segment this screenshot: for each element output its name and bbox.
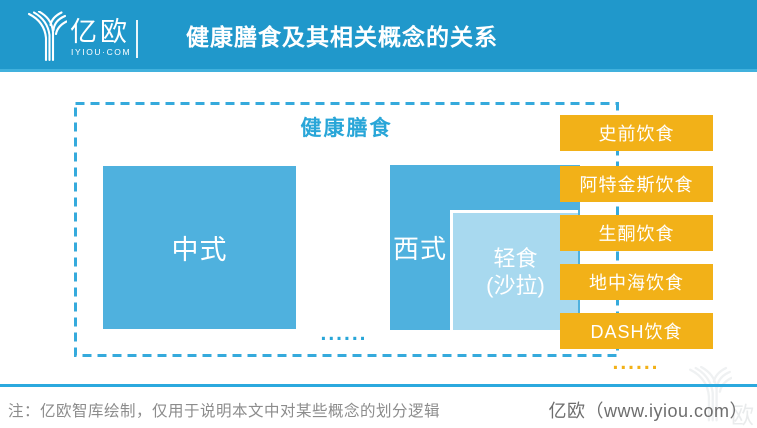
healthy-diet-label: 健康膳食 bbox=[300, 117, 393, 140]
footer-note: 注：亿欧智库绘制，仅用于说明本文中对某些概念的划分逻辑 bbox=[8, 403, 441, 420]
iyiou-logo-icon bbox=[27, 11, 67, 62]
side-diet-item-keto: 生酮饮食 bbox=[560, 215, 713, 251]
side-diet-item-atkins: 阿特金斯饮食 bbox=[560, 166, 713, 202]
page-title: 健康膳食及其相关概念的关系 bbox=[186, 23, 498, 50]
brand-name: 亿欧 bbox=[70, 17, 130, 47]
header-divider bbox=[136, 20, 138, 58]
watermark-character: 欧 bbox=[731, 402, 754, 428]
side-ellipsis: ...... bbox=[612, 351, 660, 374]
header-bar: 亿欧 IYIOU·COM 健康膳食及其相关概念的关系 bbox=[0, 0, 757, 72]
side-diet-item-paleo: 史前饮食 bbox=[560, 115, 713, 151]
brand-domain: IYIOU·COM bbox=[71, 47, 132, 57]
light-food-label-line2: (沙拉) bbox=[486, 272, 545, 298]
western-diet-label: 西式 bbox=[393, 234, 448, 264]
chinese-diet-label: 中式 bbox=[171, 235, 228, 265]
footer-credit: 亿欧（www.iyiou.com） bbox=[548, 401, 748, 421]
light-food-label-line1: 轻食 bbox=[493, 245, 538, 271]
side-diet-item-dash: DASH饮食 bbox=[560, 313, 713, 349]
footer-rule bbox=[0, 384, 757, 387]
side-diet-item-mediterranean: 地中海饮食 bbox=[560, 264, 713, 300]
chinese-diet-box: 中式 bbox=[103, 166, 296, 329]
inner-ellipsis: ...... bbox=[320, 322, 368, 345]
light-food-box: 轻食 (沙拉) bbox=[450, 210, 578, 330]
